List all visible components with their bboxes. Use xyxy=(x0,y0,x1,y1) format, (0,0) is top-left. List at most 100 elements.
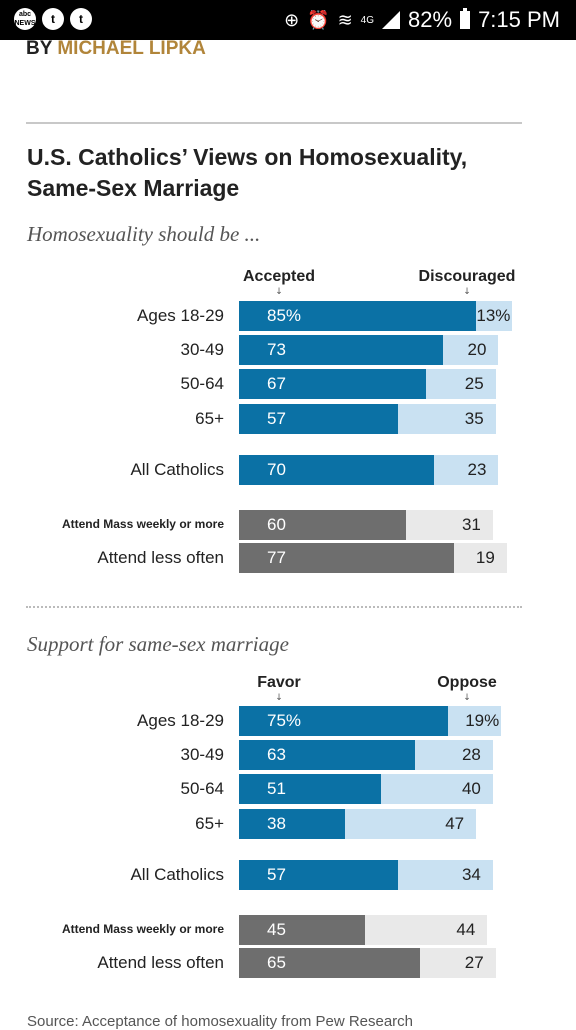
row-label: All Catholics xyxy=(130,460,224,479)
data-label-accepted: 77 xyxy=(267,548,286,567)
data-label-favor: 51 xyxy=(267,779,286,798)
data-label-favor: 57 xyxy=(267,865,286,884)
row-label: Attend Mass weekly or more xyxy=(61,517,224,531)
bar-favor xyxy=(239,706,449,736)
data-label-oppose: 34 xyxy=(461,865,481,884)
data-label-accepted: 73 xyxy=(267,340,286,359)
bar-favor xyxy=(239,809,346,839)
data-label-accepted: 57 xyxy=(267,409,286,428)
down-arrow-icon: ↓ xyxy=(275,287,283,297)
bar-oppose xyxy=(448,706,502,736)
data-label-discouraged: 31 xyxy=(461,515,481,534)
data-label-favor: 63 xyxy=(267,745,286,764)
abc-news-icon: abc NEWS xyxy=(14,8,36,30)
chart-2-subtitle: Support for same-sex marriage xyxy=(27,632,289,656)
bar-accepted xyxy=(239,301,477,331)
data-label-favor: 38 xyxy=(267,814,286,833)
divider xyxy=(26,122,522,124)
row-label: Attend Mass weekly or more xyxy=(61,922,224,936)
data-label-oppose: 47 xyxy=(445,814,465,833)
source-note: Source: Acceptance of homosexuality from… xyxy=(27,1013,414,1030)
bar-accepted xyxy=(239,369,426,399)
data-label-oppose: 28 xyxy=(461,745,481,764)
alarm-icon: ⏰ xyxy=(307,9,330,31)
row-label: 65+ xyxy=(195,409,224,428)
bar-accepted xyxy=(239,404,399,434)
data-label-oppose: 40 xyxy=(461,779,481,798)
bar-discouraged xyxy=(442,335,499,365)
battery-percent: 82% xyxy=(408,7,453,32)
bar-discouraged xyxy=(434,455,499,485)
bar-favor xyxy=(239,948,421,978)
data-label-oppose: 19% xyxy=(465,711,500,730)
data-label-discouraged: 23 xyxy=(467,460,487,479)
down-arrow-icon: ↓ xyxy=(463,287,471,297)
chart-2-left-header: Favor xyxy=(257,674,301,691)
row-label: 50-64 xyxy=(180,779,224,798)
row-label: Ages 18-29 xyxy=(137,711,224,730)
byline: BY MICHAEL LIPKA xyxy=(26,38,206,60)
bar-discouraged xyxy=(406,510,493,540)
chart-title: U.S. Catholics’ Views on Homosexuality, … xyxy=(27,144,468,201)
network-type: 4G xyxy=(360,14,375,26)
bar-discouraged xyxy=(398,404,496,434)
bar-oppose xyxy=(414,740,493,770)
bar-accepted xyxy=(239,455,435,485)
tumblr-icon-2: t xyxy=(70,8,92,30)
row-label: 65+ xyxy=(195,814,224,833)
row-label: 30-49 xyxy=(180,745,224,764)
bar-accepted xyxy=(239,335,443,365)
bar-favor xyxy=(239,740,415,770)
battery-icon xyxy=(460,8,471,29)
down-arrow-icon: ↓ xyxy=(275,693,283,703)
tumblr-icon: t xyxy=(42,8,64,30)
status-right: ⊕ ⏰ ≋ 4G 82% 7:15 PM xyxy=(284,5,560,35)
status-bar: abc NEWS t t ⊕ ⏰ ≋ 4G 82% 7:15 PM xyxy=(0,0,576,40)
wifi-icon: ≋ xyxy=(337,9,353,31)
chart-2-right-header: Oppose xyxy=(437,674,497,691)
data-label-accepted: 67 xyxy=(267,374,286,393)
author-link[interactable]: MICHAEL LIPKA xyxy=(57,38,206,59)
row-label: 50-64 xyxy=(180,374,224,393)
byline-prefix: BY xyxy=(26,38,53,59)
data-label-accepted: 60 xyxy=(267,515,286,534)
bar-favor xyxy=(239,860,399,890)
bar-oppose xyxy=(364,915,488,945)
signal-icon xyxy=(382,11,401,29)
bar-oppose xyxy=(398,860,493,890)
bar-accepted xyxy=(239,510,407,540)
data-label-favor: 45 xyxy=(267,920,286,939)
chart-1-left-header: Accepted xyxy=(242,268,316,285)
data-label-oppose: 44 xyxy=(456,920,476,939)
data-label-discouraged: 35 xyxy=(464,409,484,428)
data-saver-icon: ⊕ xyxy=(284,9,300,31)
bar-favor xyxy=(239,774,382,804)
row-label: Ages 18-29 xyxy=(137,306,224,325)
section-divider xyxy=(26,606,522,608)
data-label-discouraged: 13% xyxy=(476,306,511,325)
down-arrow-icon: ↓ xyxy=(463,693,471,703)
data-label-discouraged: 20 xyxy=(467,340,487,359)
bar-oppose xyxy=(381,774,493,804)
row-label: Attend less often xyxy=(97,953,224,972)
clock: 7:15 PM xyxy=(478,7,560,32)
data-label-oppose: 27 xyxy=(464,953,484,972)
row-label: Attend less often xyxy=(97,548,224,567)
data-label-favor: 65 xyxy=(267,953,286,972)
bar-oppose xyxy=(420,948,496,978)
row-label: 30-49 xyxy=(180,340,224,359)
data-label-discouraged: 25 xyxy=(464,374,484,393)
data-label-accepted: 70 xyxy=(267,460,286,479)
data-label-discouraged: 19 xyxy=(475,548,495,567)
bar-accepted xyxy=(239,543,454,573)
bar-oppose xyxy=(345,809,477,839)
chart-1-subtitle: Homosexuality should be ... xyxy=(27,222,261,246)
bar-discouraged xyxy=(453,543,507,573)
row-label: All Catholics xyxy=(130,865,224,884)
data-label-accepted: 85% xyxy=(267,306,302,325)
data-label-favor: 75% xyxy=(267,711,302,730)
bar-discouraged xyxy=(476,301,513,331)
bar-discouraged xyxy=(425,369,496,399)
chart-1-right-header: Discouraged xyxy=(418,268,516,285)
bar-favor xyxy=(239,915,365,945)
